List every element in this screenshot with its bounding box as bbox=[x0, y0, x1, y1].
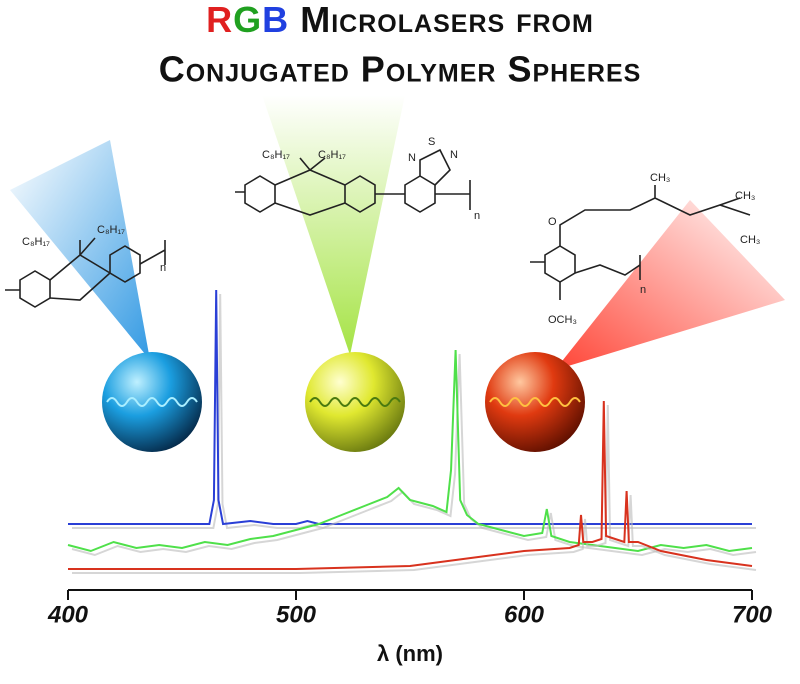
spectrum-shadow bbox=[72, 293, 756, 530]
chem-label: CH₃ bbox=[735, 190, 755, 202]
chem-label: CH₃ bbox=[650, 172, 670, 184]
chem-label: n bbox=[474, 210, 480, 222]
structure: C₈H₁₇ C₈H₁₇ S N N n bbox=[235, 136, 480, 222]
x-tick-label: 500 bbox=[276, 601, 317, 628]
chem-label: C₈H₁₇ bbox=[318, 149, 346, 161]
chem-label: C₈H₁₇ bbox=[97, 224, 125, 236]
spectrum bbox=[68, 400, 753, 570]
light-cone bbox=[555, 200, 785, 370]
light-cone bbox=[262, 95, 405, 355]
chem-label: CH₃ bbox=[740, 234, 760, 246]
sphere bbox=[305, 352, 405, 452]
x-tick-label: 700 bbox=[732, 601, 773, 628]
x-tick-label: 600 bbox=[504, 601, 545, 628]
illustration: C₈H₁₇ C₈H₁₇ n C₈H₁₇ C₈H₁₇ S N N n O CH₃ … bbox=[5, 95, 785, 452]
sphere bbox=[102, 352, 202, 452]
spectrum-shadow bbox=[72, 404, 757, 574]
chem-label: n bbox=[640, 284, 646, 296]
chart-subtitle: Conjugated Polymer Spheres bbox=[159, 49, 642, 90]
chem-label: N bbox=[450, 149, 458, 161]
chem-label: OCH₃ bbox=[548, 314, 577, 326]
chem-label: O bbox=[548, 216, 557, 228]
chem-label: C₈H₁₇ bbox=[262, 149, 290, 161]
spectrum bbox=[67, 349, 753, 553]
chem-label: n bbox=[160, 262, 166, 274]
sphere bbox=[485, 352, 585, 452]
wave bbox=[309, 397, 401, 407]
spectrum-shadow bbox=[71, 353, 757, 557]
structure: C₈H₁₇ C₈H₁₇ n bbox=[5, 224, 166, 308]
x-axis-label: λ (nm) bbox=[377, 641, 443, 666]
structure: O CH₃ CH₃ CH₃ OCH₃ n bbox=[530, 172, 760, 326]
chem-label: S bbox=[428, 136, 435, 148]
spectrum bbox=[68, 289, 752, 526]
wave bbox=[489, 397, 581, 407]
chem-label: N bbox=[408, 152, 416, 164]
wave bbox=[106, 397, 198, 407]
chem-label: C₈H₁₇ bbox=[22, 236, 50, 248]
chart-title: RGB Microlasers from bbox=[206, 0, 594, 40]
x-tick-label: 400 bbox=[47, 601, 89, 628]
